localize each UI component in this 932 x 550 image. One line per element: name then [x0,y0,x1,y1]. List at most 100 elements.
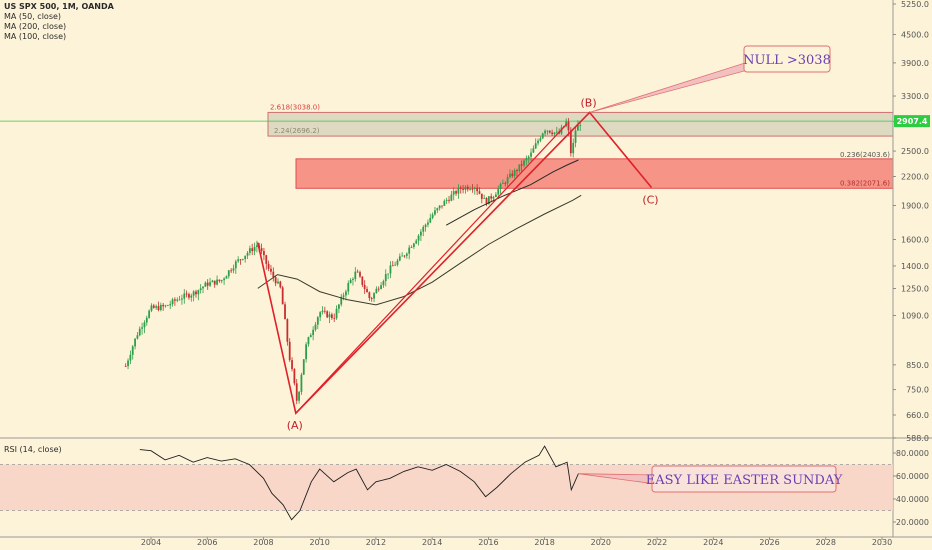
candle-body [494,194,497,197]
candle-body [356,271,359,273]
time-tick-label: 2022 [647,538,667,547]
candle-body [499,183,502,189]
candle [537,138,539,146]
candle [260,243,263,255]
candle [169,300,172,310]
candle [326,310,329,319]
candle [464,185,467,194]
price-tick-label: 3300.0 [901,92,929,101]
candle-body [286,319,289,342]
candle-body [181,298,183,300]
candle-body [377,288,380,290]
note-null-box[interactable] [743,45,831,73]
candle-body [302,359,305,375]
candle [197,289,200,301]
candle [424,223,427,232]
candle [509,169,511,179]
note-null-text: NULL >3038 [743,53,831,68]
candle-body [138,328,141,336]
candle-body [530,152,532,157]
candle-body [178,299,181,301]
candle [401,252,404,257]
candle [218,279,221,283]
candle-body [155,306,158,308]
candle-body [349,279,352,284]
candle-body [363,284,366,290]
candle [555,126,558,135]
candle-body [576,125,579,131]
candle-body [387,273,390,275]
candle-body [232,268,235,271]
candle-body [497,188,500,195]
candle-body [244,255,247,260]
candle-body [330,314,333,318]
candle-body [574,130,577,143]
candle [232,264,235,274]
price-tick-label: 2500.0 [901,147,929,156]
candle [478,187,481,195]
candle-body [162,304,165,307]
candle [434,206,436,216]
candle-body [279,281,282,288]
candle-body [206,282,209,286]
candle [234,259,237,274]
candle-body [480,193,483,199]
candle [159,302,162,312]
candle-body [567,121,570,131]
time-tick-label: 2012 [366,538,386,547]
candle [166,304,169,307]
candle [241,258,244,261]
price-tick-label: 5250.0 [901,0,929,9]
candle [138,326,141,337]
candle [347,280,350,295]
candle-body [272,271,275,278]
price-tick-label: 660.0 [906,411,929,420]
candle [471,184,474,193]
candle-body [546,130,549,132]
candle [295,378,298,405]
candle [527,155,530,164]
candle-body [335,308,338,319]
candle-body [412,243,415,247]
candle-body [366,289,368,293]
candle-body [396,260,399,265]
candle [516,168,518,177]
wave-line [257,111,653,415]
candle [539,136,542,143]
candle [422,225,425,237]
note-easy-box[interactable] [651,465,837,493]
fib-label-0382: 0.382(2071.6) [840,179,890,187]
candle-body [338,304,340,309]
price-tick-label: 3900.0 [901,59,929,68]
candle [417,234,420,246]
candle-body [527,156,530,159]
candle [530,148,532,162]
candle [420,229,422,241]
candle-body [422,226,425,232]
candle [312,326,315,341]
candle [499,182,502,195]
candle [450,190,453,202]
candle [363,280,366,294]
candle [572,138,575,158]
candle-body [145,317,148,323]
candle [253,242,256,256]
candle [469,186,472,191]
candle-body [380,285,382,289]
candle [408,244,411,260]
candle-body [487,196,490,205]
candle-body [281,287,284,305]
candle [230,268,233,274]
legend-ma100: MA (100, close) [4,32,67,41]
candle-body [438,205,441,209]
candle-body [436,208,439,211]
candle [534,138,537,150]
candle [391,260,394,267]
candle [251,243,254,256]
candle [204,281,207,287]
candle [281,285,284,305]
candle-body [516,170,518,172]
candle [225,275,228,279]
